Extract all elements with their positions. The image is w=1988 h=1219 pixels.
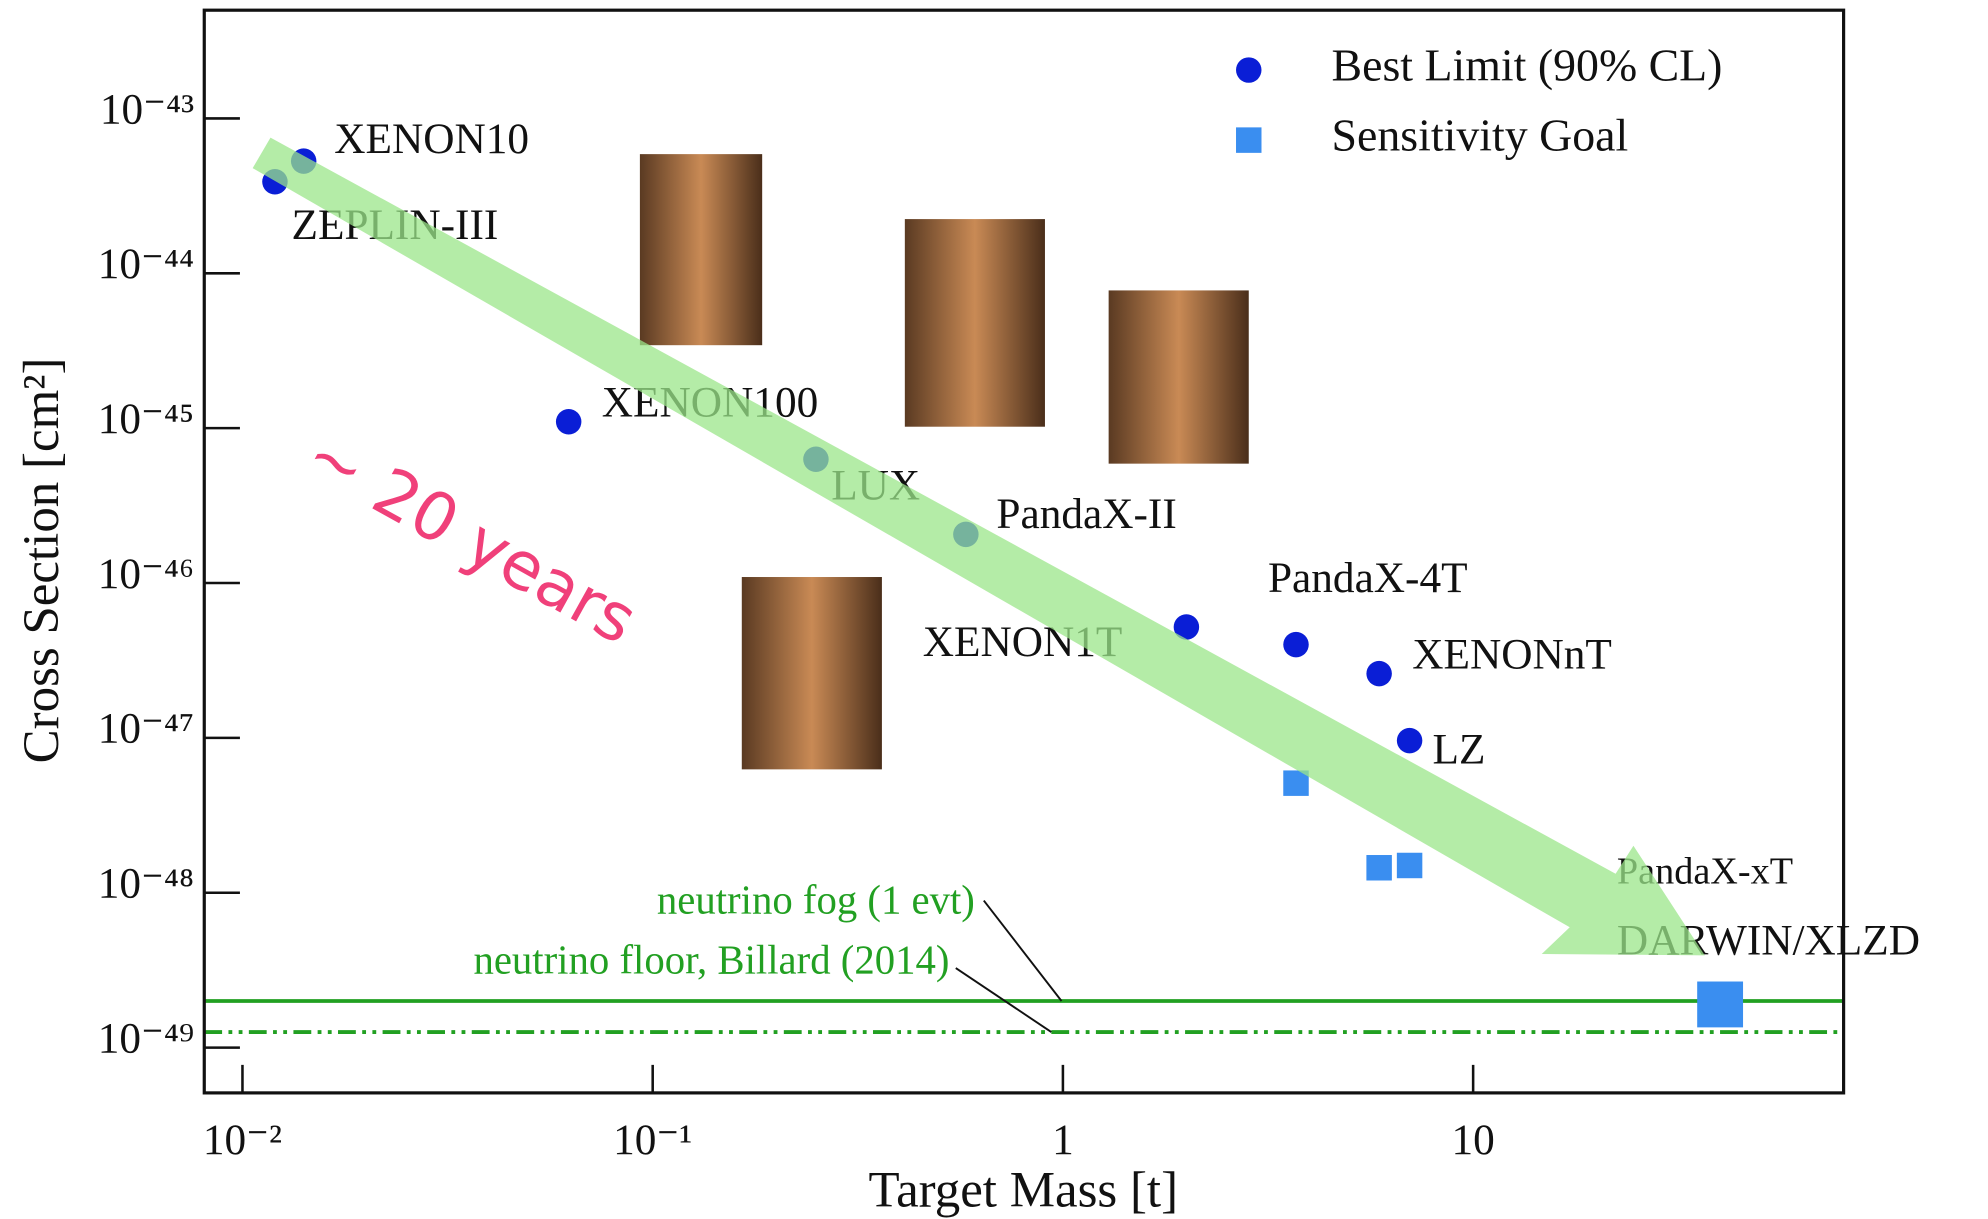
detector-photo <box>639 154 763 346</box>
y-axis-label: Cross Section [cm²] <box>14 358 70 764</box>
point-label: PandaX-II <box>996 490 1176 538</box>
y-tick-label: 10⁻⁴³ <box>100 85 194 133</box>
data-point <box>1366 660 1392 687</box>
y-tick-label: 10⁻⁴⁷ <box>98 705 194 753</box>
y-tick-label: 10⁻⁴⁹ <box>98 1014 194 1062</box>
detector-photo <box>904 219 1045 427</box>
x-tick-label: 10⁻² <box>203 1116 282 1164</box>
legend-label: Best Limit (90% CL) <box>1332 40 1723 91</box>
y-tick-label: 10⁻⁴⁴ <box>98 240 194 288</box>
plot-frame <box>202 8 1846 1095</box>
x-tick-label: 1 <box>1052 1116 1074 1164</box>
years-annotation: ~ 20 years <box>293 416 649 660</box>
x-axis-label: Target Mass [t] <box>869 1162 1179 1218</box>
neutrino-label: neutrino floor, Billard (2014) <box>473 938 949 983</box>
data-point <box>1283 631 1309 658</box>
legend-marker <box>1236 57 1262 83</box>
data-point <box>1396 852 1423 879</box>
data-point <box>1283 770 1309 796</box>
data-point <box>555 409 582 435</box>
detector-photo <box>1108 290 1249 464</box>
data-point <box>1697 981 1744 1028</box>
neutrino-label: neutrino fog (1 evt) <box>657 878 975 923</box>
point-label: LZ <box>1433 725 1486 773</box>
legend-label: Sensitivity Goal <box>1332 110 1629 161</box>
y-tick-label: 10⁻⁴⁵ <box>98 395 194 443</box>
trend-arrow <box>252 137 1705 956</box>
y-tick-label: 10⁻⁴⁶ <box>98 550 194 598</box>
leader-line <box>983 899 1063 1002</box>
x-tick-label: 10⁻¹ <box>613 1116 692 1164</box>
data-point <box>1366 855 1392 881</box>
data-point <box>1173 614 1200 640</box>
legend-marker <box>1236 127 1262 153</box>
detector-photo <box>741 577 882 770</box>
point-label: XENON10 <box>334 115 529 163</box>
data-point <box>1396 727 1423 754</box>
x-tick-label: 10 <box>1451 1116 1494 1164</box>
point-label: PandaX-4T <box>1268 554 1468 602</box>
leader-line <box>955 967 1052 1033</box>
y-tick-label: 10⁻⁴⁸ <box>98 860 194 908</box>
point-label: XENONnT <box>1412 630 1612 678</box>
